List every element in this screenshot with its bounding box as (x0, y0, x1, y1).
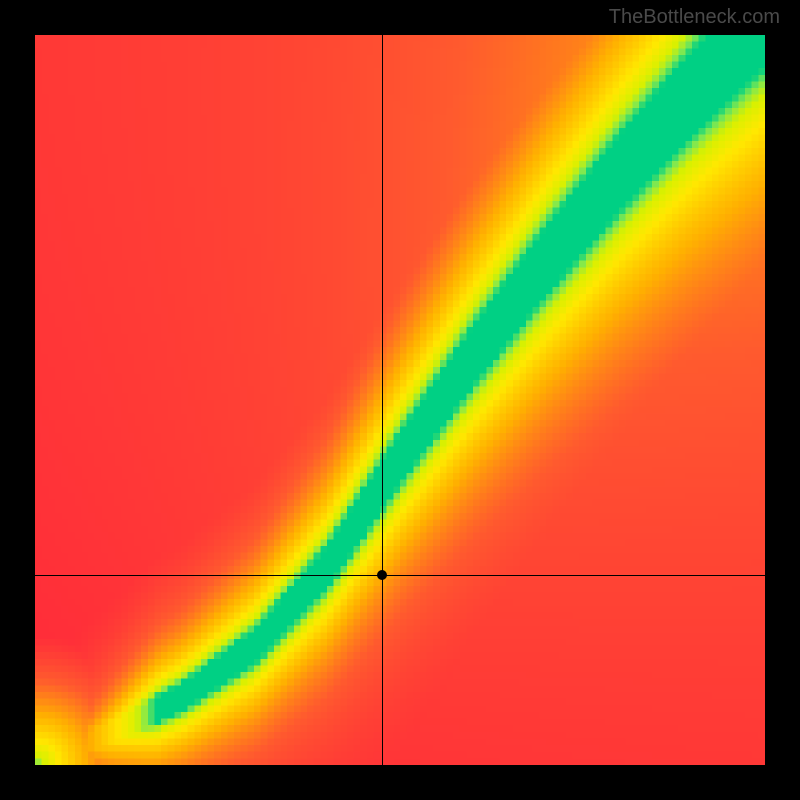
marker-dot (377, 570, 387, 580)
crosshair-horizontal (35, 575, 765, 576)
watermark-text: TheBottleneck.com (609, 6, 780, 29)
crosshair-vertical (382, 35, 383, 765)
heatmap-canvas (35, 35, 765, 765)
heatmap-plot (35, 35, 765, 765)
